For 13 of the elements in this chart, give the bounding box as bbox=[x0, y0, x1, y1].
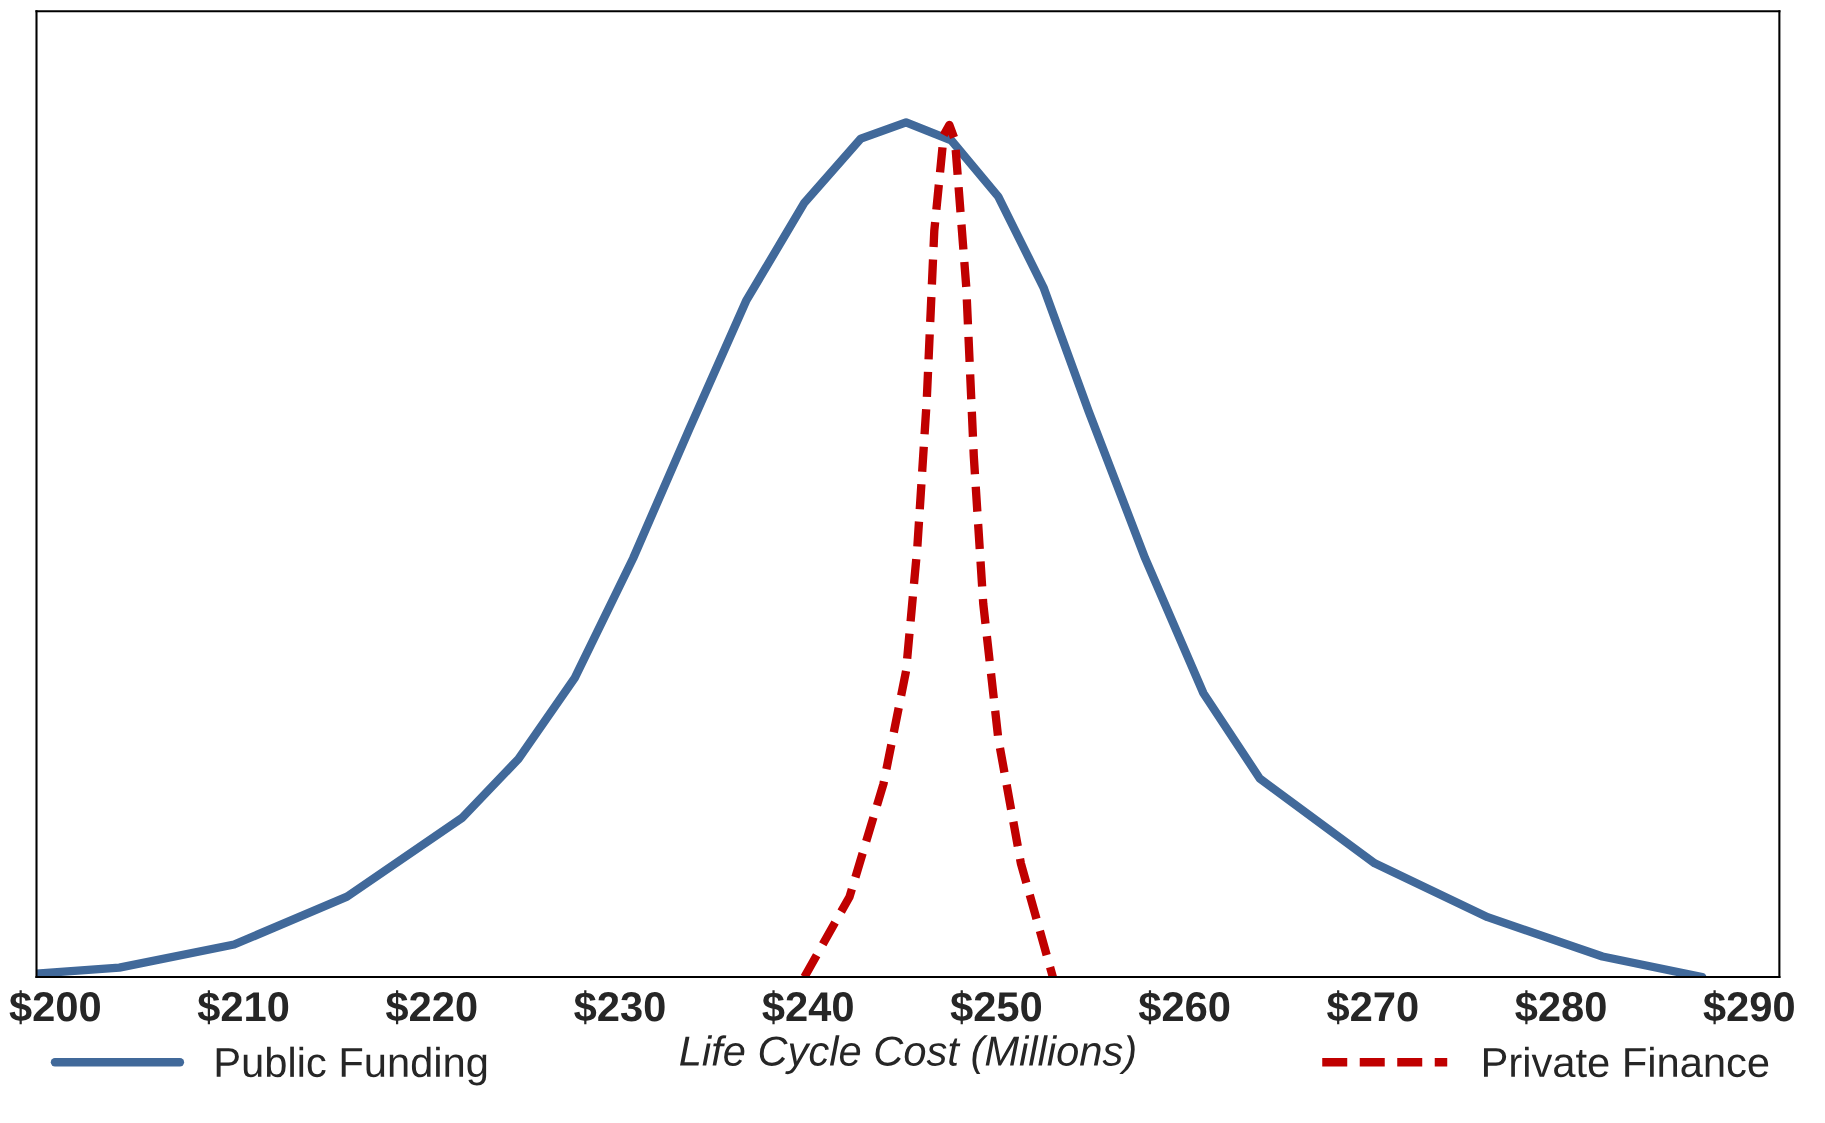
x-tick-label: $220 bbox=[385, 990, 477, 1025]
x-axis-title: Life Cycle Cost (Millions) bbox=[680, 1035, 1135, 1075]
x-tick-label: $210 bbox=[197, 990, 289, 1025]
x-tick-label: $260 bbox=[1138, 990, 1230, 1025]
legend-label: Private Finance bbox=[1483, 1046, 1769, 1078]
x-tick-label: $270 bbox=[1327, 990, 1418, 1025]
x-tick-label: $200 bbox=[9, 990, 100, 1025]
x-tick-label: $290 bbox=[1703, 990, 1794, 1025]
x-tick-label: $230 bbox=[574, 990, 665, 1025]
legend-label: Public Funding bbox=[216, 1046, 487, 1086]
x-tick-label: $240 bbox=[762, 990, 853, 1025]
x-tick-label: $250 bbox=[950, 990, 1042, 1025]
x-tick-label: $280 bbox=[1515, 990, 1606, 1025]
